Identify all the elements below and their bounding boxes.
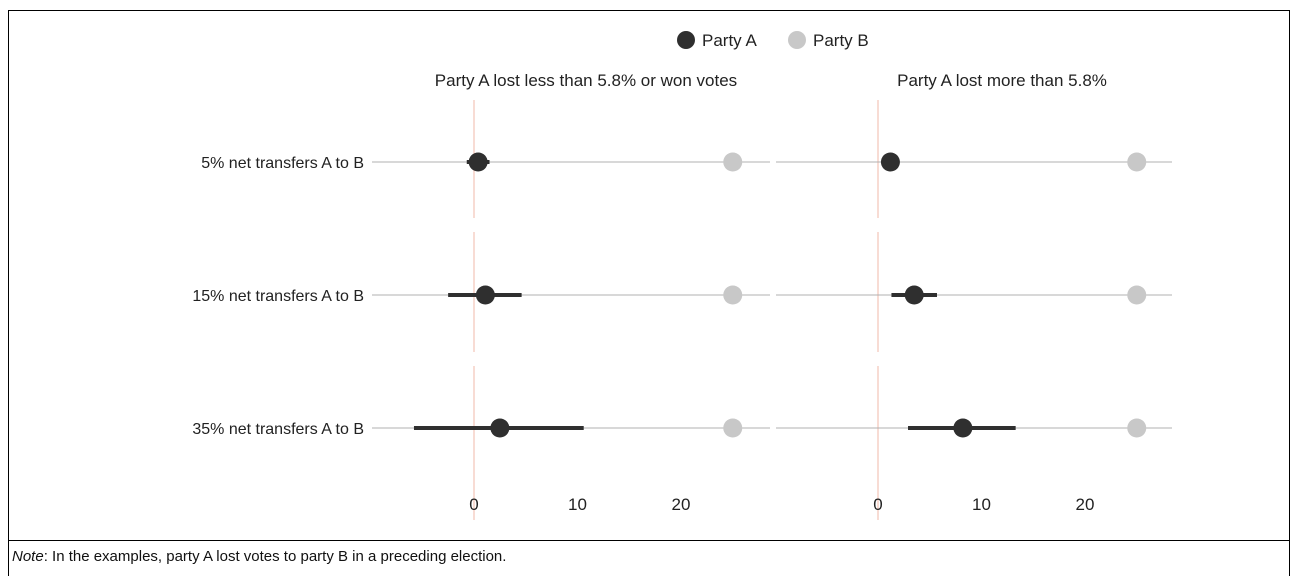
panel-title-2: Party A lost more than 5.8% (897, 71, 1107, 90)
panel-title-1: Party A lost less than 5.8% or won votes (435, 71, 737, 90)
party-a-point (953, 418, 973, 438)
note-text: : In the examples, party A lost votes to… (43, 548, 507, 565)
note-label: Note (12, 548, 44, 565)
party-a-point (904, 285, 924, 305)
party-a-point (468, 152, 488, 172)
dot-plot: Party A Party B 5% net transfers A to B 15%… (192, 31, 1172, 520)
party-b-point (1127, 285, 1147, 305)
x-tick-label: 0 (873, 495, 882, 514)
party-b-point (723, 285, 743, 305)
legend-label: Party A (702, 31, 757, 50)
legend-marker-party-a (677, 31, 695, 49)
party-b-point (723, 152, 743, 172)
party-b-point (723, 418, 743, 438)
note-divider (8, 540, 1290, 541)
x-tick-label: 20 (672, 495, 691, 514)
row-label: 5% net transfers A to B (201, 155, 364, 172)
legend-label: Party B (813, 31, 869, 50)
party-b-point (1127, 152, 1147, 172)
row-label: 15% net transfers A to B (192, 288, 364, 305)
x-tick-label: 20 (1076, 495, 1095, 514)
party-b-point (1127, 418, 1147, 438)
x-tick-label: 0 (469, 495, 478, 514)
party-a-point (490, 418, 510, 438)
row-label: 35% net transfers A to B (192, 421, 364, 438)
party-a-point (880, 152, 900, 172)
figure-note: Note: In the examples, party A lost vote… (12, 548, 506, 565)
party-a-point (475, 285, 495, 305)
chart-frame (8, 10, 1290, 576)
x-tick-label: 10 (972, 495, 991, 514)
legend-marker-party-b (788, 31, 806, 49)
x-tick-label: 10 (568, 495, 587, 514)
